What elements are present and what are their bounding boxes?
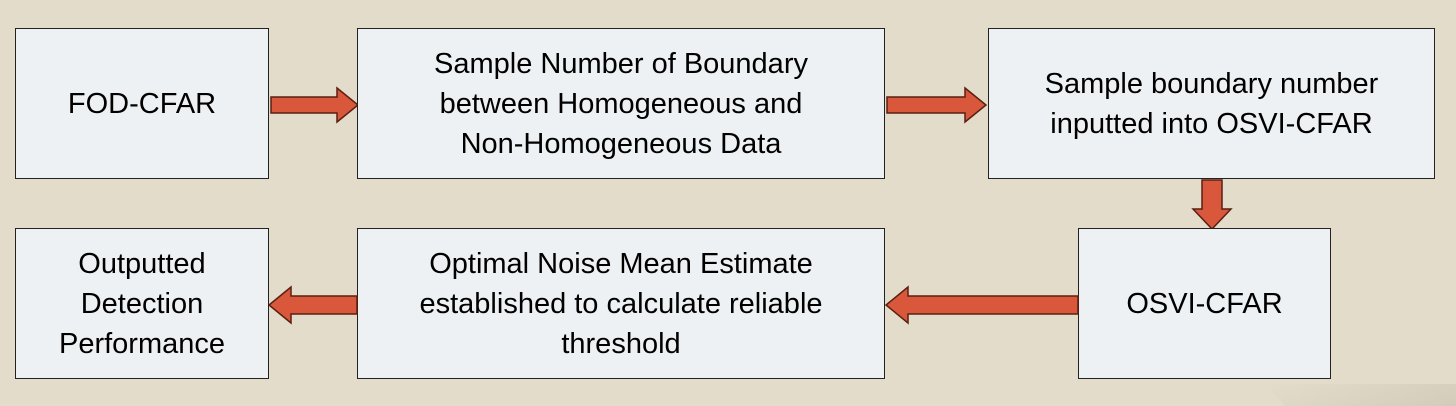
osvi-cfar-label: OSVI-CFAR [1126,287,1283,320]
arrow-left-1 [884,285,1079,325]
sample-boundary-number-box: Sample boundary number inputted into OSV… [988,28,1435,179]
outputted-detection-label: Outputted Detection Performance [58,247,225,360]
page-curl-shadow [1266,384,1456,406]
arrow-right-1 [270,86,360,124]
arrow-right-2 [886,86,988,124]
sample-number-boundary-label: Sample Number of Boundary between Homoge… [434,47,808,160]
fod-cfar-box: FOD-CFAR [15,28,269,179]
sample-boundary-number-label: Sample boundary number inputted into OSV… [1044,67,1379,140]
optimal-noise-mean-label: Optimal Noise Mean Estimate established … [419,247,823,360]
arrow-down-1 [1191,179,1233,231]
sample-number-boundary-box: Sample Number of Boundary between Homoge… [357,28,885,179]
optimal-noise-mean-box: Optimal Noise Mean Estimate established … [357,228,885,379]
outputted-detection-box: Outputted Detection Performance [15,228,269,379]
osvi-cfar-box: OSVI-CFAR [1078,228,1331,379]
fod-cfar-label: FOD-CFAR [67,87,217,120]
arrow-left-2 [267,285,358,325]
